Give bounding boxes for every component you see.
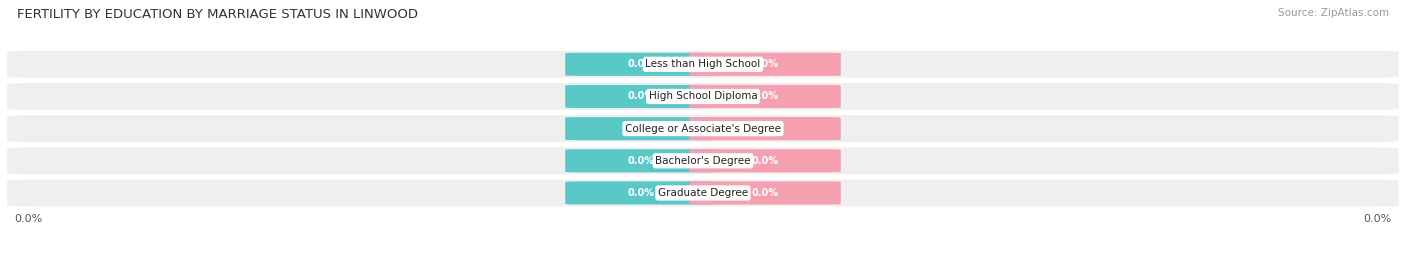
Text: 0.0%: 0.0%: [751, 124, 779, 134]
FancyBboxPatch shape: [565, 53, 717, 76]
Text: Graduate Degree: Graduate Degree: [658, 188, 748, 198]
Text: 0.0%: 0.0%: [627, 59, 655, 69]
Text: 0.0%: 0.0%: [627, 188, 655, 198]
FancyBboxPatch shape: [689, 181, 841, 204]
FancyBboxPatch shape: [689, 149, 841, 172]
Text: Source: ZipAtlas.com: Source: ZipAtlas.com: [1278, 8, 1389, 18]
FancyBboxPatch shape: [689, 117, 841, 140]
FancyBboxPatch shape: [689, 85, 841, 108]
FancyBboxPatch shape: [565, 117, 717, 140]
FancyBboxPatch shape: [7, 115, 1399, 142]
Text: FERTILITY BY EDUCATION BY MARRIAGE STATUS IN LINWOOD: FERTILITY BY EDUCATION BY MARRIAGE STATU…: [17, 8, 418, 21]
Text: 0.0%: 0.0%: [1364, 214, 1392, 224]
Text: 0.0%: 0.0%: [751, 91, 779, 102]
Text: 0.0%: 0.0%: [751, 188, 779, 198]
Text: College or Associate's Degree: College or Associate's Degree: [626, 124, 780, 134]
FancyBboxPatch shape: [565, 149, 717, 172]
FancyBboxPatch shape: [689, 53, 841, 76]
FancyBboxPatch shape: [7, 180, 1399, 206]
FancyBboxPatch shape: [7, 147, 1399, 174]
FancyBboxPatch shape: [565, 85, 717, 108]
Text: Bachelor's Degree: Bachelor's Degree: [655, 156, 751, 166]
Text: 0.0%: 0.0%: [627, 91, 655, 102]
FancyBboxPatch shape: [7, 51, 1399, 78]
Text: 0.0%: 0.0%: [627, 156, 655, 166]
FancyBboxPatch shape: [565, 181, 717, 204]
Text: Less than High School: Less than High School: [645, 59, 761, 69]
Text: 0.0%: 0.0%: [751, 156, 779, 166]
Text: 0.0%: 0.0%: [14, 214, 42, 224]
Text: 0.0%: 0.0%: [751, 59, 779, 69]
Text: 0.0%: 0.0%: [627, 124, 655, 134]
Text: High School Diploma: High School Diploma: [648, 91, 758, 102]
FancyBboxPatch shape: [7, 83, 1399, 110]
